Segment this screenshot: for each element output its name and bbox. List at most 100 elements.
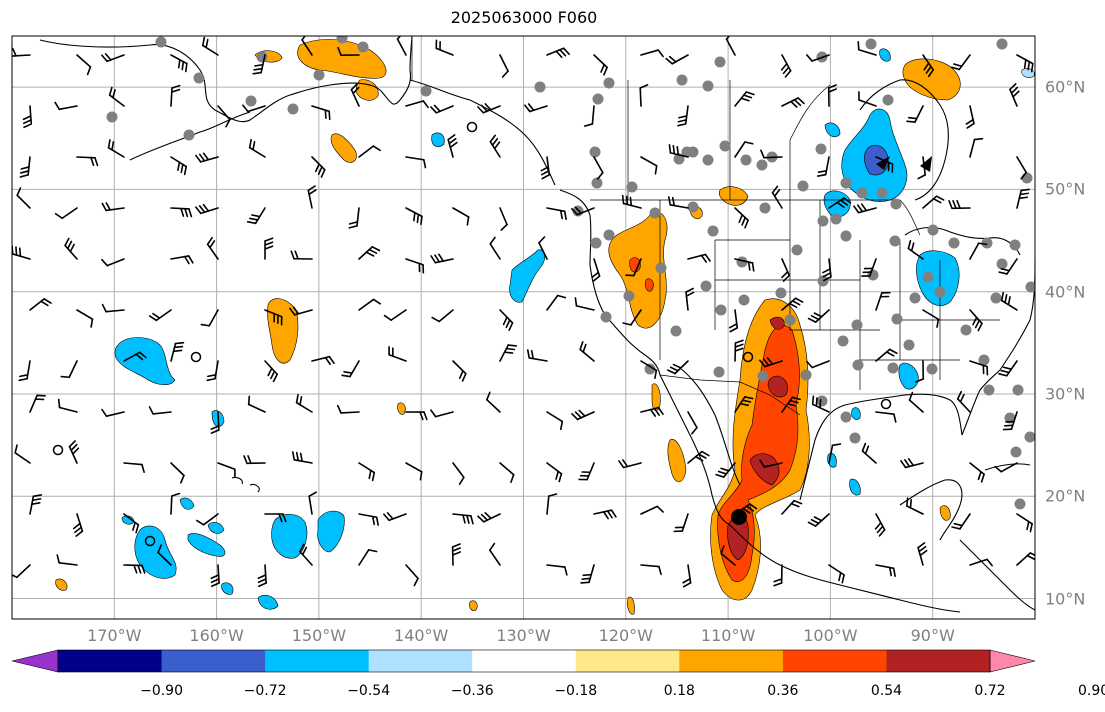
wind-barb bbox=[720, 545, 736, 566]
storm-center-marker bbox=[731, 509, 747, 525]
wind-barb bbox=[734, 339, 744, 362]
contour-sw-pacific-blue-4 bbox=[187, 533, 226, 557]
station-dot bbox=[590, 237, 602, 249]
station-dot bbox=[1010, 446, 1022, 458]
station-dot bbox=[756, 159, 768, 171]
wind-barb bbox=[405, 207, 423, 226]
station-dot bbox=[887, 362, 899, 374]
station-dot bbox=[983, 384, 995, 396]
contour-alaska-blue bbox=[431, 132, 445, 147]
station-dot bbox=[849, 432, 861, 444]
wind-barb bbox=[68, 440, 80, 464]
wind-barb bbox=[811, 395, 830, 413]
wind-barb bbox=[969, 360, 989, 376]
contour-alaska-orange-2 bbox=[330, 133, 357, 163]
coastline-aleutians bbox=[129, 111, 251, 161]
colorbar-segment bbox=[161, 650, 266, 672]
wind-barb bbox=[827, 84, 838, 107]
wind-barb bbox=[290, 250, 313, 260]
wind-barb bbox=[969, 309, 983, 332]
station-dot bbox=[534, 81, 546, 93]
wind-barb bbox=[14, 444, 31, 464]
wind-barb bbox=[64, 237, 78, 260]
wind-barb bbox=[571, 409, 595, 421]
contour-montana-orange bbox=[718, 186, 749, 206]
latitude-label: 10°N bbox=[1045, 589, 1086, 609]
station-dot bbox=[889, 235, 901, 247]
longitude-label: 160°W bbox=[189, 626, 244, 645]
coastline-florida bbox=[961, 369, 1001, 436]
wind-barb bbox=[210, 411, 220, 434]
station-dot bbox=[420, 85, 432, 97]
station-dot bbox=[852, 359, 864, 371]
wind-barb bbox=[922, 54, 935, 78]
coastline-gulf-mexico bbox=[799, 393, 963, 501]
open-circle-marker-5 bbox=[742, 351, 754, 363]
contour-central-america-orange bbox=[939, 505, 951, 521]
wind-barb bbox=[358, 549, 378, 566]
station-dot bbox=[687, 146, 699, 158]
wind-barb bbox=[56, 554, 78, 566]
wind-barb bbox=[685, 287, 695, 311]
wind-barb bbox=[452, 207, 470, 226]
wind-barbs bbox=[12, 36, 1035, 588]
wind-barb bbox=[170, 492, 181, 515]
wind-barb bbox=[499, 207, 508, 231]
contour-sw-pacific-blue-9 bbox=[221, 582, 234, 595]
wind-barb bbox=[861, 442, 877, 464]
wind-barb bbox=[806, 360, 830, 369]
wind-barb bbox=[308, 491, 317, 515]
station-dot bbox=[978, 354, 990, 366]
station-dot bbox=[719, 140, 731, 152]
wind-barb bbox=[337, 46, 360, 56]
wind-barb bbox=[998, 360, 1018, 377]
station-dot bbox=[815, 143, 827, 155]
colorbar-segment bbox=[472, 650, 577, 672]
wind-barb bbox=[673, 513, 689, 533]
station-dot bbox=[655, 262, 667, 274]
wind-barb bbox=[430, 409, 454, 418]
coastline-hudson-bay bbox=[859, 79, 949, 201]
coastline-baja bbox=[659, 374, 731, 526]
wind-barb bbox=[499, 462, 515, 484]
colorbar-tick-label: 0.90 bbox=[1077, 683, 1105, 699]
wind-barb bbox=[857, 40, 877, 56]
station-dot bbox=[687, 201, 699, 213]
wind-barb bbox=[405, 411, 428, 421]
contour-gulf-alaska-orange bbox=[297, 39, 387, 79]
longitude-label: 120°W bbox=[598, 626, 653, 645]
wind-barb bbox=[170, 156, 188, 176]
wind-barb bbox=[728, 309, 739, 333]
wind-barb bbox=[107, 139, 125, 158]
wind-barb bbox=[295, 394, 313, 413]
negative-anomaly-contours bbox=[114, 48, 1035, 610]
wind-barb bbox=[19, 156, 31, 178]
wind-barb bbox=[994, 462, 1018, 473]
station-dot bbox=[603, 77, 615, 89]
wind-barb bbox=[76, 309, 94, 328]
station-dot bbox=[890, 198, 902, 210]
station-dot bbox=[702, 154, 714, 166]
wind-barb bbox=[734, 396, 754, 413]
wind-barb bbox=[734, 141, 754, 158]
wind-barb bbox=[489, 134, 501, 158]
longitude-label: 140°W bbox=[394, 626, 449, 645]
wind-barb bbox=[682, 564, 692, 588]
wind-barb bbox=[546, 294, 567, 311]
station-dot bbox=[600, 311, 612, 323]
wind-barb bbox=[687, 450, 710, 464]
wind-barb bbox=[668, 144, 689, 158]
contour-sw-pacific-blue-3 bbox=[317, 510, 345, 553]
station-dot bbox=[909, 292, 921, 304]
wind-barb bbox=[477, 103, 501, 114]
wind-barb bbox=[12, 47, 31, 57]
pennant-marker-2 bbox=[920, 156, 932, 172]
colorbar-segment bbox=[679, 650, 784, 672]
wind-barb bbox=[170, 54, 188, 73]
station-dot bbox=[1009, 239, 1021, 251]
wind-barb bbox=[591, 258, 601, 282]
wind-barb bbox=[29, 394, 46, 413]
wind-barb bbox=[579, 341, 595, 362]
wind-barb bbox=[195, 203, 219, 215]
wind-barb bbox=[546, 564, 568, 576]
